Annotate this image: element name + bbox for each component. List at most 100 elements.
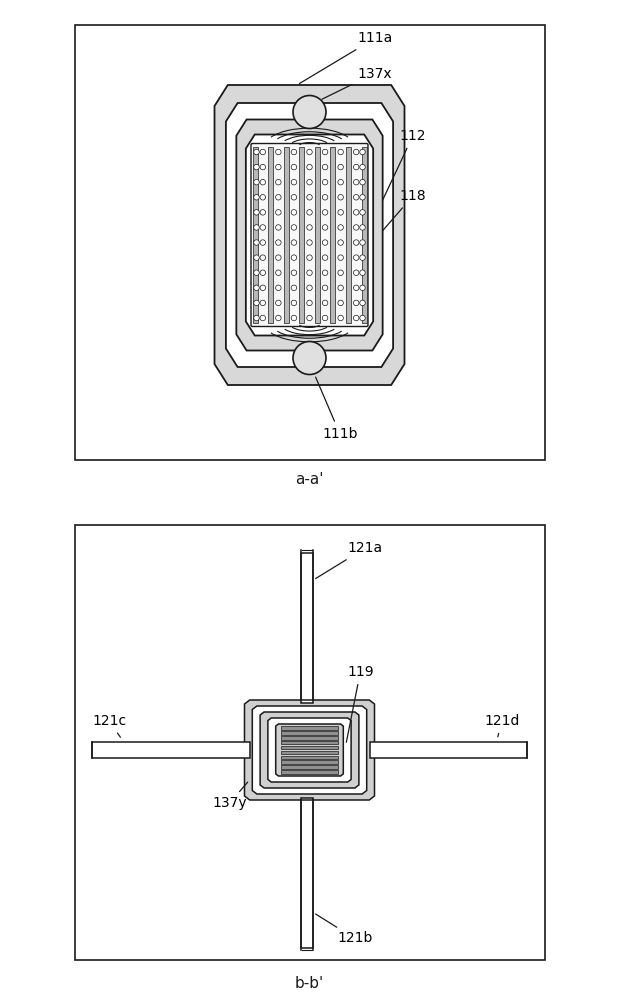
Bar xyxy=(315,147,320,323)
Polygon shape xyxy=(226,103,393,367)
Circle shape xyxy=(254,210,259,215)
Circle shape xyxy=(360,315,365,321)
Circle shape xyxy=(322,285,328,291)
Polygon shape xyxy=(245,700,374,800)
Circle shape xyxy=(275,210,281,215)
Circle shape xyxy=(254,164,259,170)
Bar xyxy=(346,147,351,323)
Circle shape xyxy=(338,179,344,185)
FancyBboxPatch shape xyxy=(251,143,368,326)
Circle shape xyxy=(322,179,328,185)
Bar xyxy=(74,25,545,460)
Circle shape xyxy=(338,240,344,245)
Circle shape xyxy=(275,300,281,306)
Circle shape xyxy=(254,240,259,245)
Circle shape xyxy=(322,225,328,230)
Circle shape xyxy=(291,270,297,275)
Circle shape xyxy=(291,195,297,200)
Circle shape xyxy=(322,164,328,170)
Circle shape xyxy=(360,164,365,170)
Bar xyxy=(74,525,545,960)
Text: 121d: 121d xyxy=(485,714,520,737)
Circle shape xyxy=(291,315,297,321)
Circle shape xyxy=(254,225,259,230)
Bar xyxy=(361,147,366,323)
Circle shape xyxy=(260,270,266,275)
Circle shape xyxy=(360,149,365,155)
Circle shape xyxy=(322,149,328,155)
Bar xyxy=(301,552,313,702)
Circle shape xyxy=(322,315,328,321)
Bar xyxy=(284,147,288,323)
Circle shape xyxy=(291,179,297,185)
Bar xyxy=(301,798,313,948)
Circle shape xyxy=(260,149,266,155)
Circle shape xyxy=(322,270,328,275)
Circle shape xyxy=(307,164,312,170)
Circle shape xyxy=(353,164,359,170)
Circle shape xyxy=(322,300,328,306)
Text: 121c: 121c xyxy=(92,714,126,737)
Text: 118: 118 xyxy=(363,189,426,253)
Text: 119: 119 xyxy=(347,665,374,742)
Circle shape xyxy=(307,195,312,200)
Circle shape xyxy=(260,225,266,230)
Bar xyxy=(281,731,338,735)
Text: 111b: 111b xyxy=(316,377,358,440)
Circle shape xyxy=(338,195,344,200)
Circle shape xyxy=(260,240,266,245)
Circle shape xyxy=(353,179,359,185)
Circle shape xyxy=(275,270,281,275)
Circle shape xyxy=(353,210,359,215)
Bar xyxy=(331,147,335,323)
Circle shape xyxy=(254,149,259,155)
Circle shape xyxy=(360,285,365,291)
Circle shape xyxy=(254,300,259,306)
Polygon shape xyxy=(268,718,351,782)
Circle shape xyxy=(291,300,297,306)
Text: 121a: 121a xyxy=(316,542,382,579)
Bar xyxy=(281,736,338,740)
Polygon shape xyxy=(260,712,359,788)
Polygon shape xyxy=(215,85,404,385)
Circle shape xyxy=(291,210,297,215)
Circle shape xyxy=(307,255,312,260)
Circle shape xyxy=(254,315,259,321)
Circle shape xyxy=(322,210,328,215)
Circle shape xyxy=(360,210,365,215)
Circle shape xyxy=(322,255,328,260)
Circle shape xyxy=(260,164,266,170)
Circle shape xyxy=(275,240,281,245)
Circle shape xyxy=(275,285,281,291)
Circle shape xyxy=(322,240,328,245)
Text: 121b: 121b xyxy=(316,914,373,946)
Polygon shape xyxy=(275,724,344,776)
Bar xyxy=(281,770,338,774)
Circle shape xyxy=(360,270,365,275)
Text: b-b': b-b' xyxy=(295,976,324,991)
Circle shape xyxy=(360,240,365,245)
Circle shape xyxy=(254,195,259,200)
Circle shape xyxy=(353,149,359,155)
Circle shape xyxy=(360,255,365,260)
Circle shape xyxy=(260,300,266,306)
Bar xyxy=(281,741,338,744)
Circle shape xyxy=(307,179,312,185)
Bar xyxy=(253,147,258,323)
Circle shape xyxy=(360,195,365,200)
Text: 112: 112 xyxy=(377,129,426,212)
Circle shape xyxy=(260,195,266,200)
Circle shape xyxy=(254,285,259,291)
Circle shape xyxy=(275,315,281,321)
Circle shape xyxy=(353,285,359,291)
Circle shape xyxy=(275,255,281,260)
Circle shape xyxy=(360,179,365,185)
Bar xyxy=(370,742,527,758)
Bar xyxy=(299,147,304,323)
Circle shape xyxy=(338,210,344,215)
Circle shape xyxy=(307,285,312,291)
Circle shape xyxy=(307,300,312,306)
Circle shape xyxy=(291,285,297,291)
Bar xyxy=(268,147,273,323)
Circle shape xyxy=(254,179,259,185)
